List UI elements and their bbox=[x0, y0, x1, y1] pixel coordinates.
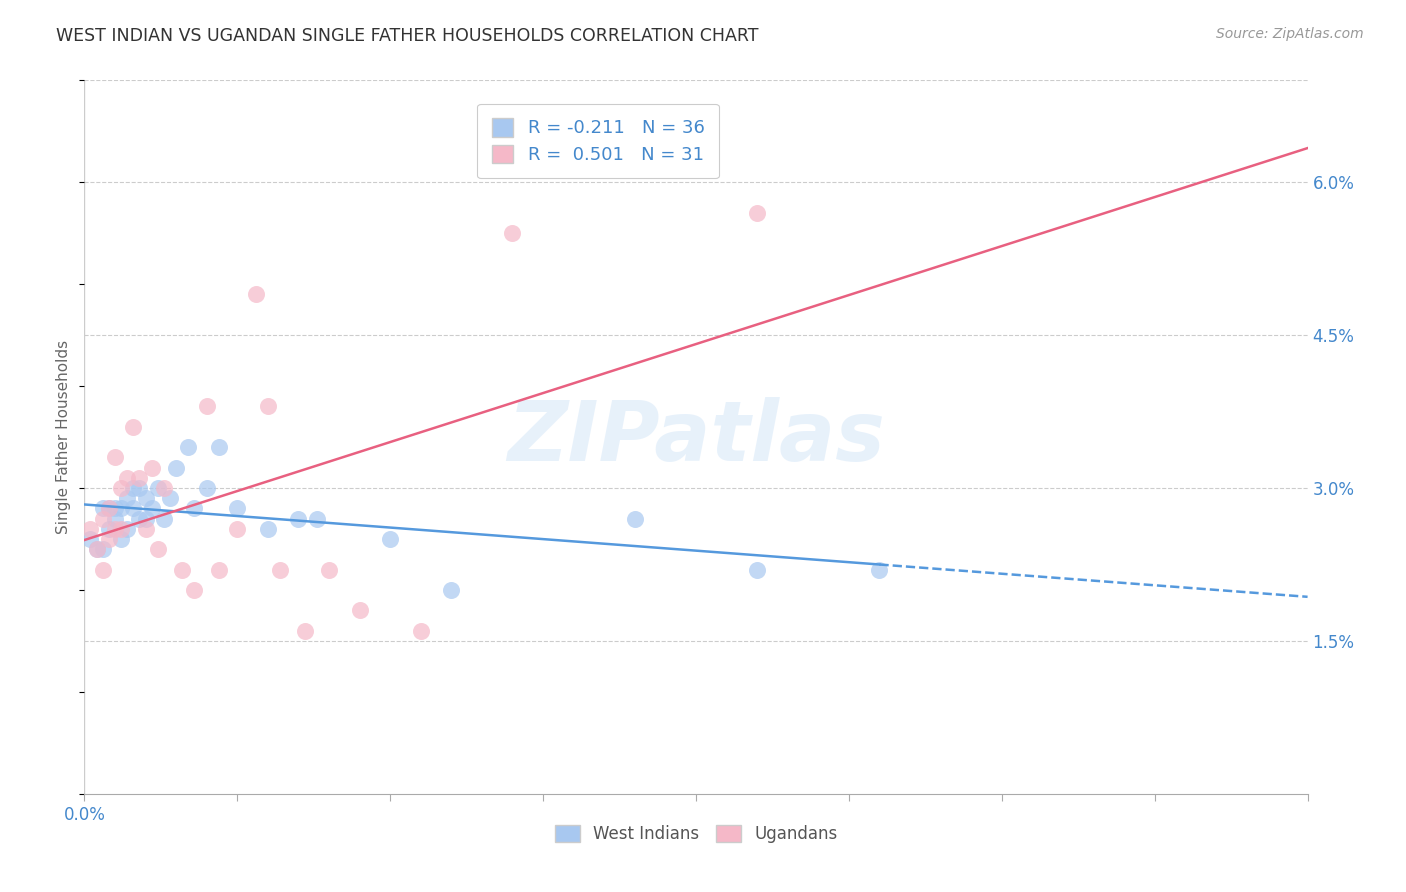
Point bbox=[380, 532, 402, 546]
Point bbox=[208, 440, 231, 454]
Point bbox=[110, 522, 132, 536]
Point bbox=[128, 481, 150, 495]
Legend: West Indians, Ugandans: West Indians, Ugandans bbox=[548, 818, 844, 850]
Point bbox=[153, 481, 176, 495]
Point bbox=[159, 491, 181, 506]
Point bbox=[122, 481, 145, 495]
Point bbox=[104, 522, 127, 536]
Point bbox=[135, 511, 157, 525]
Point bbox=[91, 563, 114, 577]
Point bbox=[440, 582, 463, 597]
Point bbox=[135, 522, 157, 536]
Point bbox=[318, 563, 340, 577]
Point bbox=[135, 491, 157, 506]
Point bbox=[747, 563, 769, 577]
Point bbox=[502, 226, 524, 240]
Point bbox=[257, 522, 280, 536]
Point bbox=[208, 563, 231, 577]
Point bbox=[183, 501, 205, 516]
Point bbox=[91, 501, 114, 516]
Point bbox=[195, 481, 218, 495]
Point bbox=[226, 501, 249, 516]
Point bbox=[869, 563, 891, 577]
Point bbox=[115, 522, 138, 536]
Point bbox=[141, 460, 163, 475]
Point bbox=[115, 491, 138, 506]
Point bbox=[110, 501, 132, 516]
Text: WEST INDIAN VS UGANDAN SINGLE FATHER HOUSEHOLDS CORRELATION CHART: WEST INDIAN VS UGANDAN SINGLE FATHER HOU… bbox=[56, 27, 759, 45]
Point bbox=[91, 542, 114, 557]
Point bbox=[624, 511, 647, 525]
Point bbox=[287, 511, 309, 525]
Point bbox=[110, 532, 132, 546]
Point bbox=[349, 603, 371, 617]
Point bbox=[128, 511, 150, 525]
Point bbox=[122, 420, 145, 434]
Point bbox=[79, 532, 101, 546]
Point bbox=[97, 501, 120, 516]
Point bbox=[86, 542, 108, 557]
Point bbox=[122, 501, 145, 516]
Point bbox=[141, 501, 163, 516]
Point bbox=[245, 287, 267, 301]
Point bbox=[104, 511, 127, 525]
Point bbox=[104, 501, 127, 516]
Point bbox=[257, 400, 280, 414]
Point bbox=[79, 522, 101, 536]
Point bbox=[269, 563, 291, 577]
Point bbox=[183, 582, 205, 597]
Point bbox=[177, 440, 200, 454]
Point bbox=[153, 511, 176, 525]
Point bbox=[172, 563, 194, 577]
Text: Source: ZipAtlas.com: Source: ZipAtlas.com bbox=[1216, 27, 1364, 41]
Point bbox=[165, 460, 187, 475]
Point bbox=[128, 471, 150, 485]
Point bbox=[294, 624, 316, 638]
Point bbox=[115, 471, 138, 485]
Point bbox=[97, 522, 120, 536]
Point bbox=[110, 481, 132, 495]
Text: ZIPatlas: ZIPatlas bbox=[508, 397, 884, 477]
Y-axis label: Single Father Households: Single Father Households bbox=[56, 340, 72, 534]
Point bbox=[409, 624, 432, 638]
Point bbox=[226, 522, 249, 536]
Point bbox=[86, 542, 108, 557]
Point bbox=[97, 532, 120, 546]
Point bbox=[305, 511, 328, 525]
Point bbox=[104, 450, 127, 465]
Point bbox=[146, 481, 169, 495]
Point bbox=[195, 400, 218, 414]
Point bbox=[146, 542, 169, 557]
Point bbox=[91, 511, 114, 525]
Point bbox=[747, 206, 769, 220]
Point bbox=[97, 501, 120, 516]
